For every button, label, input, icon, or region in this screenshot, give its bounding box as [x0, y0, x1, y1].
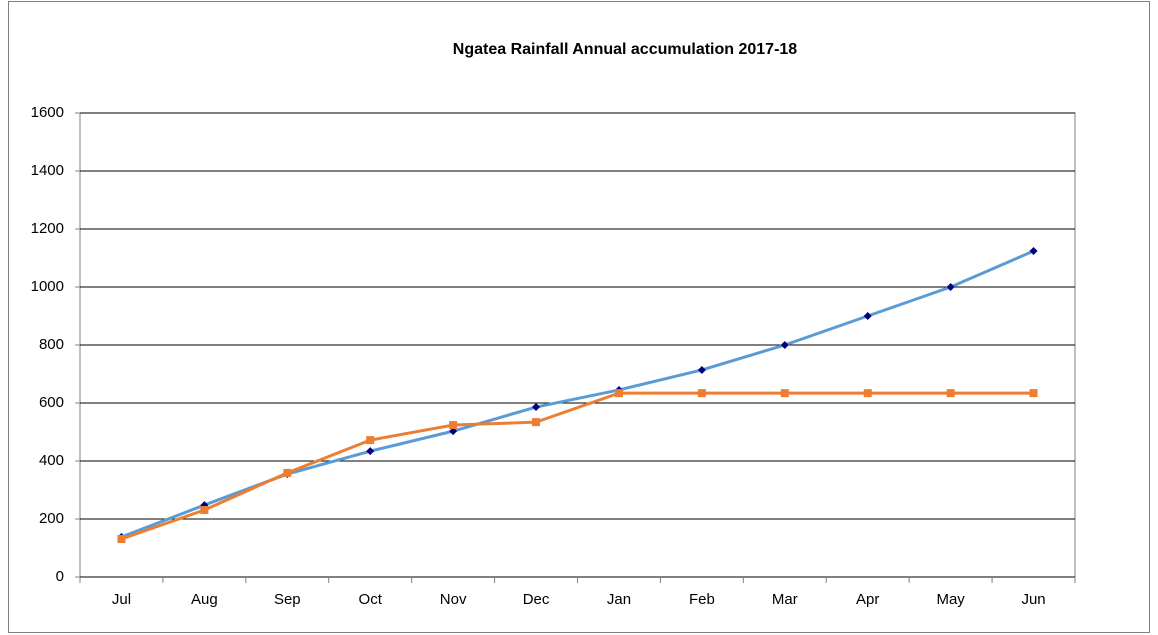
point-marker	[697, 389, 706, 398]
point-marker	[946, 283, 955, 291]
point-marker	[532, 418, 541, 427]
point-marker	[863, 389, 872, 398]
x-tick-label: Sep	[274, 591, 301, 608]
x-tick-label: Feb	[689, 591, 715, 608]
point-marker	[946, 389, 955, 398]
y-tick-label: 0	[56, 568, 64, 585]
y-tick-label: 800	[39, 336, 64, 353]
x-tick-label: Jan	[607, 591, 631, 608]
point-marker	[200, 506, 209, 515]
point-marker	[366, 436, 375, 445]
x-tick-label: Jul	[112, 591, 131, 608]
x-tick-label: Aug	[191, 591, 218, 608]
point-marker	[697, 365, 706, 374]
x-tick-label: Nov	[440, 591, 467, 608]
point-marker	[780, 341, 789, 349]
y-tick-label: 600	[39, 394, 64, 411]
x-tick-label: Dec	[523, 591, 550, 608]
point-marker	[1029, 389, 1038, 398]
point-marker	[283, 468, 292, 477]
point-marker	[117, 535, 126, 544]
chart-frame	[8, 1, 1150, 633]
x-tick-label: Mar	[772, 591, 798, 608]
y-tick-label: 200	[39, 510, 64, 527]
point-marker	[614, 389, 623, 398]
y-tick-label: 400	[39, 452, 64, 469]
point-marker	[449, 421, 458, 430]
x-tick-label: Oct	[359, 591, 383, 608]
y-tick-label: 1200	[31, 220, 64, 237]
point-marker	[863, 312, 872, 320]
x-tick-label: Jun	[1021, 591, 1045, 608]
y-tick-label: 1400	[31, 162, 64, 179]
point-marker	[780, 389, 789, 398]
chart-title: Ngatea Rainfall Annual accumulation 2017…	[453, 41, 798, 58]
point-marker	[449, 427, 458, 436]
point-marker	[366, 447, 375, 456]
y-tick-label: 1000	[31, 278, 64, 295]
y-tick-label: 1600	[31, 104, 64, 121]
x-tick-label: Apr	[856, 591, 879, 608]
x-tick-label: May	[936, 591, 965, 608]
point-marker	[532, 403, 541, 412]
series-line	[120, 391, 1034, 541]
point-marker	[1029, 247, 1038, 256]
